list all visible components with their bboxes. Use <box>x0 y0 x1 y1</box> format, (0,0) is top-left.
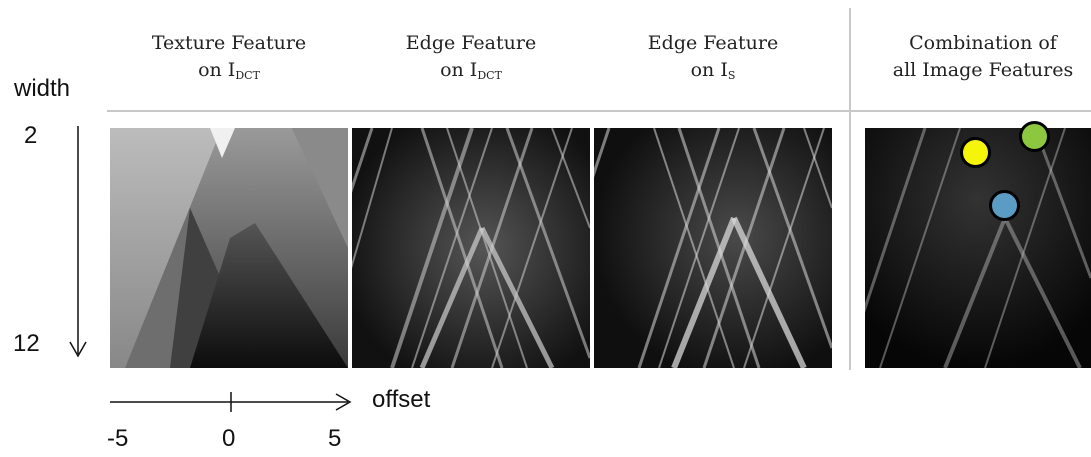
header-line2: on IDCT <box>198 59 260 82</box>
header-divider-line <box>107 110 1091 112</box>
x-tick-neg5: -5 <box>107 425 129 452</box>
y-axis-top-value: 2 <box>24 122 38 149</box>
header-line2: on IS <box>690 59 736 82</box>
header-edge-dct: Edge Feature on IDCT <box>352 30 590 89</box>
header-combination: Combination of all Image Features <box>868 30 1091 84</box>
y-axis-arrow <box>69 126 87 358</box>
header-line2: on IDCT <box>440 59 502 82</box>
texture-feature-map <box>110 128 348 368</box>
header-texture-dct: Texture Feature on IDCT <box>110 30 348 89</box>
x-axis-label: offset <box>372 386 431 413</box>
header-line1: Edge Feature <box>647 32 779 54</box>
header-line1: Combination of <box>909 32 1057 54</box>
edge-feature-dct-map <box>352 128 590 368</box>
marker-yellow <box>960 137 991 168</box>
x-tick-5: 5 <box>328 425 342 452</box>
header-line1: Edge Feature <box>405 32 537 54</box>
combined-feature-map <box>865 128 1091 368</box>
marker-green <box>1019 121 1050 152</box>
header-line1: Texture Feature <box>151 32 307 54</box>
header-edge-s: Edge Feature on IS <box>594 30 832 89</box>
header-line2: all Image Features <box>892 59 1074 81</box>
y-axis-bottom-value: 12 <box>13 330 40 357</box>
vertical-separator <box>849 8 851 370</box>
edge-feature-s-map <box>594 128 832 368</box>
x-axis-arrow <box>110 392 352 412</box>
x-tick-0: 0 <box>222 425 236 452</box>
marker-blue <box>989 190 1020 221</box>
y-axis-label: width <box>14 75 71 102</box>
